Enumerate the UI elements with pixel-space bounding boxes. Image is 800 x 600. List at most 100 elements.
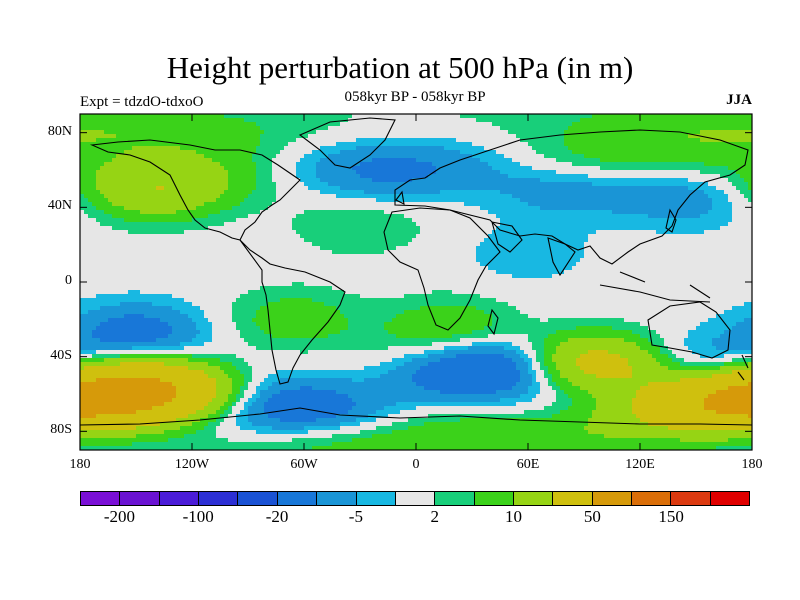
field-cell — [680, 190, 685, 195]
field-cell — [672, 202, 677, 207]
field-cell — [120, 174, 125, 179]
field-cell — [468, 210, 473, 215]
field-cell — [116, 230, 121, 235]
field-cell — [460, 170, 465, 175]
field-cell — [456, 122, 461, 127]
field-cell — [648, 170, 653, 175]
field-cell — [620, 202, 625, 207]
field-cell — [520, 134, 525, 139]
field-cell — [440, 214, 445, 219]
field-cell — [536, 130, 541, 135]
field-cell — [148, 134, 153, 139]
field-cell — [616, 134, 621, 139]
field-cell — [88, 202, 93, 207]
field-cell — [732, 190, 737, 195]
field-cell — [152, 226, 157, 231]
field-cell — [600, 170, 605, 175]
field-cell — [188, 122, 193, 127]
field-cell — [636, 138, 641, 143]
field-cell — [168, 130, 173, 135]
field-cell — [496, 194, 501, 199]
field-cell — [748, 162, 752, 167]
field-cell — [244, 142, 249, 147]
field-cell — [512, 222, 517, 227]
field-cell — [544, 230, 549, 235]
field-cell — [336, 158, 341, 163]
field-cell — [484, 182, 489, 187]
field-cell — [388, 134, 393, 139]
field-cell — [384, 166, 389, 171]
field-cell — [224, 158, 229, 163]
field-cell — [272, 142, 277, 147]
field-cell — [132, 126, 137, 131]
field-cell — [716, 130, 721, 135]
field-cell — [156, 170, 161, 175]
field-cell — [268, 134, 273, 139]
field-cell — [600, 162, 605, 167]
field-cell — [244, 186, 249, 191]
field-cell — [540, 230, 545, 235]
field-cell — [280, 230, 285, 235]
field-cell — [424, 122, 429, 127]
field-cell — [396, 138, 401, 143]
field-cell — [312, 122, 317, 127]
field-cell — [228, 202, 233, 207]
field-cell — [344, 174, 349, 179]
field-cell — [100, 226, 105, 231]
field-cell — [244, 134, 249, 139]
field-cell — [180, 114, 185, 119]
field-cell — [496, 190, 501, 195]
field-cell — [584, 226, 589, 231]
field-cell — [100, 154, 105, 159]
field-cell — [220, 134, 225, 139]
field-cell — [532, 178, 537, 183]
field-cell — [284, 150, 289, 155]
field-cell — [400, 142, 405, 147]
field-cell — [352, 126, 357, 131]
field-cell — [496, 202, 501, 207]
field-cell — [416, 130, 421, 135]
field-cell — [436, 214, 441, 219]
field-cell — [180, 162, 185, 167]
field-cell — [484, 162, 489, 167]
field-cell — [552, 218, 557, 223]
field-cell — [620, 114, 625, 119]
field-cell — [564, 154, 569, 159]
field-cell — [304, 122, 309, 127]
field-cell — [136, 206, 141, 211]
field-cell — [432, 186, 437, 191]
field-cell — [388, 138, 393, 143]
field-cell — [264, 218, 269, 223]
field-cell — [544, 218, 549, 223]
field-cell — [424, 214, 429, 219]
field-cell — [588, 222, 593, 227]
field-cell — [168, 222, 173, 227]
field-cell — [128, 194, 133, 199]
field-cell — [656, 118, 661, 123]
field-cell — [236, 114, 241, 119]
field-cell — [668, 130, 673, 135]
field-cell — [112, 130, 117, 135]
field-cell — [100, 138, 105, 143]
field-cell — [644, 198, 649, 203]
field-cell — [312, 230, 317, 235]
field-cell — [536, 182, 541, 187]
field-cell — [308, 162, 313, 167]
field-cell — [728, 170, 733, 175]
field-cell — [328, 182, 333, 187]
field-cell — [580, 182, 585, 187]
field-cell — [420, 214, 425, 219]
field-cell — [328, 166, 333, 171]
field-cell — [316, 122, 321, 127]
field-cell — [364, 130, 369, 135]
field-cell — [264, 122, 269, 127]
field-cell — [284, 190, 289, 195]
field-cell — [708, 138, 713, 143]
field-cell — [736, 214, 741, 219]
field-cell — [640, 162, 645, 167]
field-cell — [660, 194, 665, 199]
field-cell — [676, 142, 681, 147]
field-cell — [652, 178, 657, 183]
field-cell — [728, 226, 733, 231]
field-cell — [244, 126, 249, 131]
